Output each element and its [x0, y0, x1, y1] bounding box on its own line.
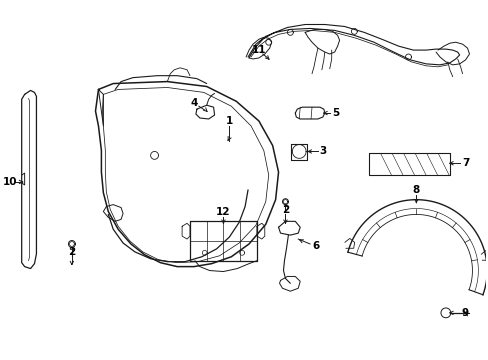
Text: 8: 8 — [412, 185, 419, 195]
Text: 10: 10 — [2, 177, 17, 187]
Text: 6: 6 — [312, 241, 319, 251]
Text: 11: 11 — [251, 45, 265, 55]
Text: 4: 4 — [190, 98, 197, 108]
Text: 1: 1 — [225, 116, 232, 126]
Text: 7: 7 — [461, 158, 468, 168]
Text: 3: 3 — [319, 147, 326, 157]
Text: 5: 5 — [331, 108, 339, 118]
Text: 12: 12 — [216, 207, 230, 217]
Text: 9: 9 — [461, 308, 468, 318]
Text: 2: 2 — [68, 247, 75, 257]
Text: 2: 2 — [281, 204, 288, 215]
